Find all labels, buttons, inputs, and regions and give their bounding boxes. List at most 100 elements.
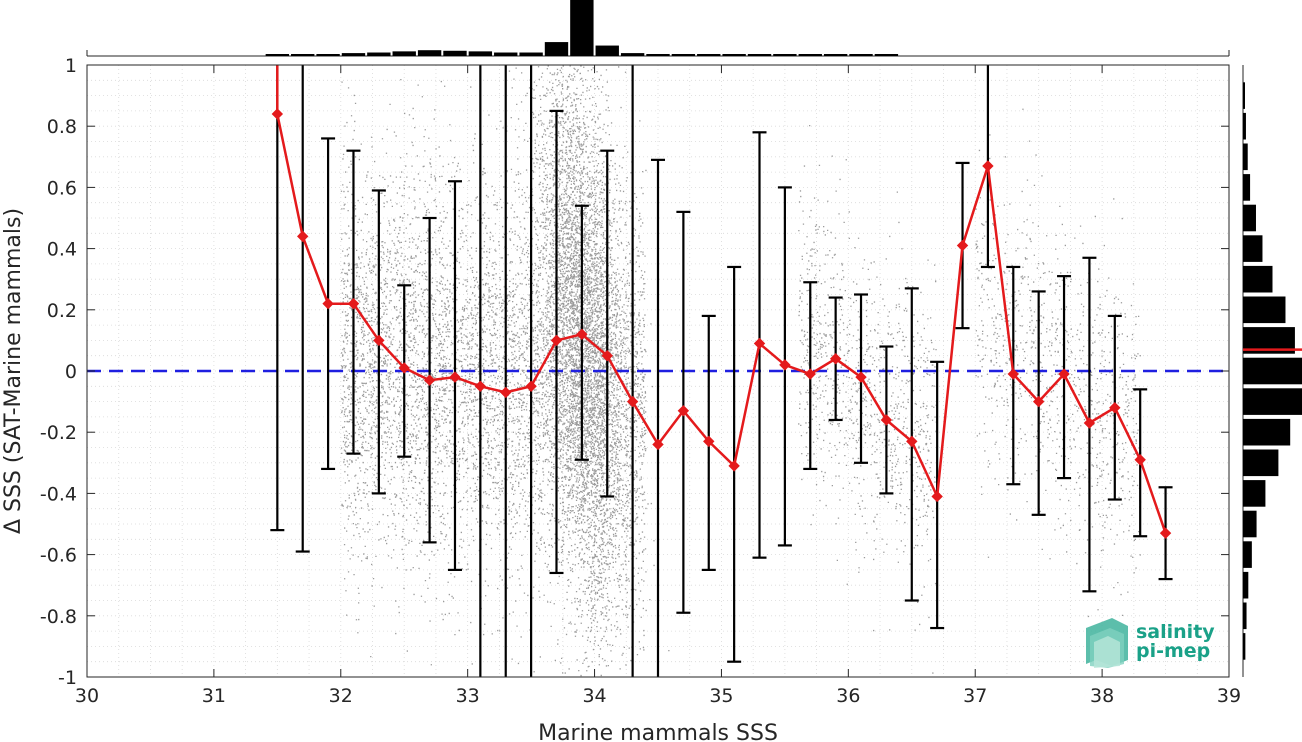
mean-point: [931, 490, 943, 503]
top-histogram-bar: [595, 45, 619, 56]
mean-point: [855, 371, 867, 383]
error-bar: [295, 65, 310, 553]
mean-point: [829, 353, 842, 365]
error-bar: [651, 158, 665, 677]
y-tick-label: -0.2: [40, 422, 77, 444]
mean-point: [271, 108, 284, 120]
x-tick-label: 37: [963, 685, 987, 707]
mean-point: [1007, 368, 1019, 380]
mean-point: [500, 386, 512, 399]
mean-point: [1134, 454, 1146, 466]
error-bar: [980, 65, 995, 269]
y-tick-label: -0.6: [40, 545, 77, 567]
mean-point: [550, 334, 563, 347]
right-histogram-bar: [1243, 449, 1279, 477]
error-bar: [600, 149, 615, 498]
salinity-pi-mep-logo: salinity pi-mep: [1086, 618, 1215, 668]
top-histogram-bar: [823, 54, 848, 56]
y-axis-label: Δ SSS (SAT-Marine mammals): [1, 208, 26, 534]
top-histogram-bar: [874, 54, 899, 56]
right-histogram-bar: [1243, 357, 1302, 385]
y-tick-label: 1: [65, 55, 77, 77]
right-histogram-bar: [1243, 265, 1273, 293]
mean-point: [449, 371, 461, 383]
mean-point: [601, 349, 613, 362]
mean-point: [677, 405, 690, 417]
right-histogram-bar: [1243, 388, 1302, 415]
right-histogram-bar: [1243, 296, 1286, 324]
top-histogram: [86, 0, 1230, 57]
top-histogram-bar: [646, 54, 670, 56]
mean-series: [271, 65, 1172, 539]
mean-point: [423, 374, 436, 386]
right-histogram-bar: [1243, 82, 1245, 109]
mean-point: [652, 438, 664, 451]
y-tick-label: 0.2: [47, 300, 77, 322]
right-histogram-bar: [1243, 143, 1248, 171]
top-histogram-bar: [341, 53, 366, 56]
mean-point: [1058, 368, 1070, 380]
mean-point: [525, 380, 537, 393]
mean-point: [880, 414, 893, 426]
logo-line1: salinity: [1136, 621, 1215, 643]
y-tick-label: -1: [58, 667, 77, 689]
top-histogram-bar: [519, 52, 543, 56]
mean-point: [906, 435, 918, 448]
top-histogram-bar: [392, 51, 416, 56]
axis-ticks: 30 31 32 33 34 35 36 37 38 39 -1 -0.8 -0.6 -0.4 -0.2 0 0…: [40, 55, 1241, 707]
mean-point: [804, 368, 816, 380]
y-tick-label: 0: [65, 361, 77, 383]
y-tick-label: 0.4: [47, 239, 77, 261]
x-tick-label: 34: [582, 685, 606, 707]
top-histogram-bar: [570, 0, 594, 56]
x-tick-label: 35: [709, 685, 733, 707]
top-histogram-bar: [316, 54, 340, 56]
mean-point: [982, 160, 994, 172]
mean-point: [703, 435, 715, 448]
right-histogram: [1242, 65, 1302, 677]
top-histogram-bar: [773, 54, 797, 56]
top-histogram-bar: [747, 54, 772, 56]
top-histogram-bar: [494, 52, 518, 56]
x-tick-label: 33: [456, 685, 480, 707]
mean-point: [474, 380, 487, 393]
top-histogram-bar: [722, 54, 746, 56]
logo-wave-icon: [1086, 618, 1128, 668]
top-histogram-bar: [468, 51, 493, 56]
mean-point: [1109, 402, 1121, 414]
mean-point: [1032, 395, 1045, 408]
x-tick-label: 38: [1090, 685, 1114, 707]
top-histogram-bar: [367, 52, 391, 56]
top-histogram-bar: [849, 54, 873, 56]
mean-point: [576, 328, 588, 340]
mean-point: [753, 337, 766, 350]
x-tick-label: 31: [202, 685, 226, 707]
right-histogram-bar: [1243, 602, 1247, 630]
right-histogram-bar: [1243, 235, 1263, 262]
right-histogram-bar: [1243, 571, 1249, 599]
right-histogram-bar: [1243, 418, 1291, 446]
top-histogram-bar: [443, 50, 467, 56]
right-histogram-bar: [1243, 541, 1252, 568]
top-histogram-bar: [671, 54, 696, 56]
x-tick-label: 30: [75, 685, 99, 707]
top-histogram-bar: [697, 54, 721, 56]
x-tick-label: 32: [329, 685, 353, 707]
top-histogram-bar: [265, 54, 290, 56]
top-histogram-bar: [417, 50, 442, 56]
x-tick-label: 39: [1217, 685, 1241, 707]
top-histogram-bar: [291, 54, 315, 56]
mean-point: [779, 359, 791, 371]
mean-point: [322, 297, 334, 310]
mean-point: [1159, 527, 1172, 539]
right-histogram-bar: [1243, 480, 1266, 507]
y-tick-label: -0.8: [40, 606, 77, 628]
mean-point: [1083, 417, 1096, 429]
top-histogram-bar: [620, 53, 645, 56]
right-histogram-bar: [1243, 510, 1257, 538]
right-histogram-bar: [1243, 112, 1246, 140]
mean-point: [626, 395, 639, 408]
right-histogram-bar: [1243, 204, 1256, 232]
x-axis-label: Marine mammals SSS: [538, 721, 778, 742]
mean-point: [373, 334, 385, 347]
